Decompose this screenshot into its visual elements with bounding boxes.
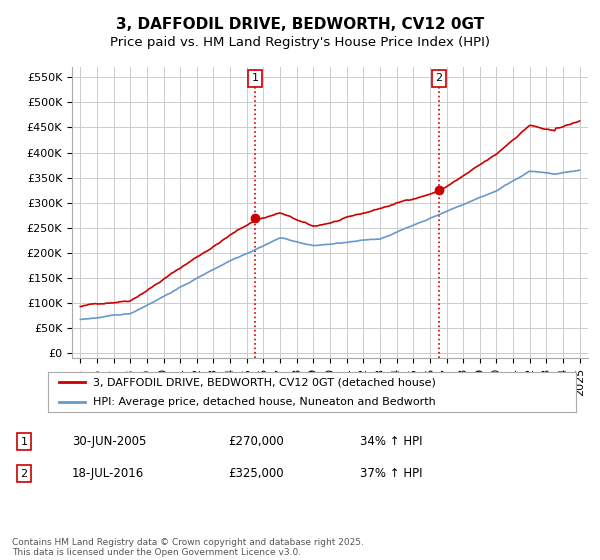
Text: 30-JUN-2005: 30-JUN-2005	[72, 435, 146, 448]
Text: 1: 1	[251, 73, 259, 83]
Text: 2: 2	[436, 73, 443, 83]
Text: 34% ↑ HPI: 34% ↑ HPI	[360, 435, 422, 448]
Text: 37% ↑ HPI: 37% ↑ HPI	[360, 467, 422, 480]
Text: 18-JUL-2016: 18-JUL-2016	[72, 467, 144, 480]
Text: 2: 2	[20, 469, 28, 479]
Text: 3, DAFFODIL DRIVE, BEDWORTH, CV12 0GT: 3, DAFFODIL DRIVE, BEDWORTH, CV12 0GT	[116, 17, 484, 32]
Text: Contains HM Land Registry data © Crown copyright and database right 2025.
This d: Contains HM Land Registry data © Crown c…	[12, 538, 364, 557]
Text: £325,000: £325,000	[228, 467, 284, 480]
Text: Price paid vs. HM Land Registry's House Price Index (HPI): Price paid vs. HM Land Registry's House …	[110, 36, 490, 49]
Text: 3, DAFFODIL DRIVE, BEDWORTH, CV12 0GT (detached house): 3, DAFFODIL DRIVE, BEDWORTH, CV12 0GT (d…	[93, 377, 436, 387]
Text: HPI: Average price, detached house, Nuneaton and Bedworth: HPI: Average price, detached house, Nune…	[93, 397, 436, 407]
Text: 1: 1	[20, 436, 28, 446]
Text: £270,000: £270,000	[228, 435, 284, 448]
